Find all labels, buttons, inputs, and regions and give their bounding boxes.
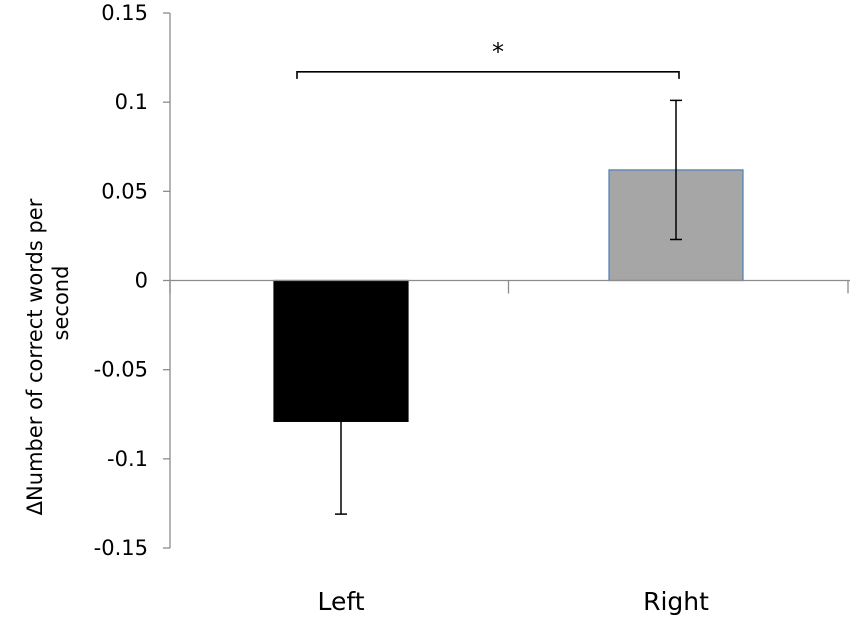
error-bar-left [335, 327, 347, 515]
y-tick-label: 0.1 [115, 90, 148, 114]
y-tick-label: -0.1 [107, 447, 148, 471]
annotations: * [296, 38, 680, 79]
error-bar-right [670, 99, 682, 241]
x-axis-categories: Left Right [317, 587, 709, 616]
error-bars [335, 99, 682, 515]
y-tick-label: -0.05 [94, 358, 148, 382]
y-axis-title-line-2: second [49, 266, 73, 341]
significance-marker: * [492, 38, 504, 66]
axes [169, 13, 850, 548]
significance-bracket: * [296, 38, 680, 79]
y-tick-label: 0 [135, 269, 148, 293]
category-label-left: Left [317, 587, 364, 616]
y-tick-label: 0.05 [101, 179, 148, 203]
bars [273, 169, 744, 422]
y-axis-ticks: 0.15 0.1 0.05 0 -0.05 -0.1 -0.15 [94, 1, 170, 560]
y-axis-title: ΔNumber of correct words per second [23, 198, 73, 515]
y-tick-label: 0.15 [101, 1, 148, 25]
category-label-right: Right [643, 587, 709, 616]
y-tick-label: -0.15 [94, 536, 148, 560]
y-axis-title-line-1: ΔNumber of correct words per [23, 198, 47, 515]
bracket-line [296, 71, 680, 79]
